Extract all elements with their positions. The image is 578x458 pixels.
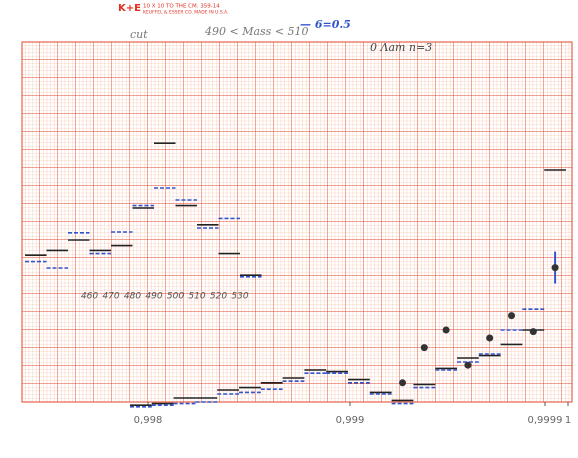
maker: KEUFFEL & ESSER CO. MADE IN U.S.A.: [143, 10, 229, 16]
x-tick-label: 0,9999: [528, 415, 563, 426]
grid-paper: [21, 41, 573, 403]
x-tick-label: 460: [81, 292, 98, 302]
paper-spec: 10 X 10 TO THE CM. 359-14: [143, 4, 220, 10]
data-point: [420, 344, 428, 352]
data-point: [551, 264, 559, 272]
data-point: [508, 312, 515, 320]
x-tick-label: 480: [124, 292, 141, 302]
note: — 6=0.5: [300, 18, 351, 31]
data-point: [399, 379, 406, 387]
x-tick-label: 0,999: [336, 415, 365, 426]
data-point: [442, 326, 450, 334]
x-tick-label: 0,998: [134, 415, 163, 426]
x-tick-label: 1: [565, 415, 571, 426]
note: 490 < Mass < 510: [204, 25, 309, 38]
x-tick-label: 510: [188, 292, 205, 302]
note: cut: [130, 28, 148, 41]
x-tick-label: 500: [167, 292, 184, 302]
data-point: [529, 328, 537, 336]
x-tick-label: 470: [102, 292, 119, 302]
x-tick-label: 490: [145, 292, 162, 302]
data-point: [464, 361, 472, 369]
x-tick-label: 530: [231, 292, 248, 302]
brand: K+E: [118, 3, 141, 14]
note: 0 Λam n=3: [370, 41, 432, 54]
data-point: [486, 334, 494, 342]
x-tick-label: 520: [210, 292, 227, 302]
